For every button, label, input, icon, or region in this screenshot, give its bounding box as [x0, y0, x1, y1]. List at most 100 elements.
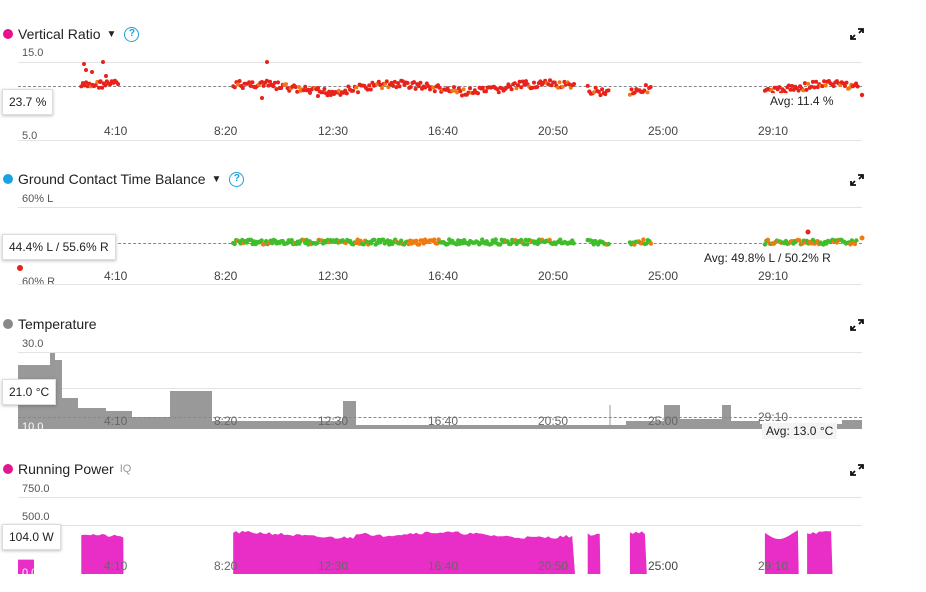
data-point — [108, 82, 113, 87]
x-tick-label: 20:50 — [538, 269, 569, 283]
data-point — [645, 90, 650, 95]
x-tick-label: 4:10 — [104, 269, 128, 283]
data-point — [762, 242, 768, 247]
data-point — [408, 85, 413, 89]
vertical-ratio-plot[interactable] — [0, 0, 926, 148]
gct-balance-title-text: Ground Contact Time Balance — [18, 171, 206, 187]
data-point — [476, 91, 480, 96]
data-point — [432, 237, 437, 242]
data-point — [801, 88, 806, 93]
data-point — [823, 83, 828, 88]
data-point — [632, 90, 637, 95]
data-point — [351, 88, 356, 93]
chevron-down-icon[interactable]: ▼ — [211, 173, 222, 185]
x-tick-label: 8:20 — [214, 124, 238, 138]
gct-balance-plot[interactable] — [0, 148, 926, 293]
help-icon[interactable]: ? — [124, 26, 140, 42]
average-label: Avg: 13.0 °C — [762, 423, 838, 439]
data-point — [17, 265, 23, 271]
average-label: Avg: 11.4 % — [766, 93, 838, 109]
data-point — [517, 79, 522, 84]
help-icon[interactable]: ? — [229, 171, 245, 187]
temperature-bar — [610, 425, 626, 429]
cursor-value-box: 44.4% L / 55.6% R — [2, 234, 116, 260]
data-point — [372, 237, 377, 242]
power-area-segment — [81, 534, 124, 574]
data-point — [250, 80, 255, 85]
data-point — [627, 92, 632, 97]
y-axis-bottom-label: 60% R — [22, 276, 56, 288]
data-point — [279, 86, 284, 90]
data-point — [384, 79, 389, 84]
data-point — [777, 85, 782, 90]
data-point — [265, 60, 269, 64]
grid-line — [18, 284, 862, 285]
running-power-title[interactable]: Running Power IQ — [3, 461, 131, 477]
running-power-plot[interactable] — [0, 438, 926, 592]
temperature-bar — [842, 420, 862, 429]
data-point — [354, 85, 359, 90]
data-point — [452, 85, 456, 90]
gct-balance-title[interactable]: Ground Contact Time Balance ▼ ? — [3, 171, 245, 187]
temperature-bar — [170, 391, 212, 429]
data-point — [414, 238, 419, 243]
data-point — [556, 85, 560, 90]
temperature-bar — [78, 408, 106, 429]
data-point — [810, 79, 815, 84]
data-point — [405, 81, 410, 85]
chevron-down-icon[interactable]: ▼ — [106, 28, 117, 40]
average-label: Avg: 49.8% L / 50.2% R — [700, 250, 835, 266]
data-point — [320, 90, 325, 95]
data-point — [237, 79, 242, 83]
data-point — [399, 238, 404, 243]
temperature-bar — [680, 419, 722, 429]
expand-icon[interactable] — [850, 174, 864, 186]
running-power-panel: Running Power IQ 750.0 500.0 0.0 104.0 W… — [0, 438, 926, 592]
grid-line — [18, 497, 862, 498]
data-point — [397, 84, 402, 89]
data-point — [644, 241, 649, 246]
data-point — [532, 80, 536, 85]
data-point — [365, 87, 370, 92]
temperature-bar — [106, 411, 132, 429]
data-point — [598, 93, 603, 98]
data-point — [264, 78, 269, 83]
expand-icon[interactable] — [850, 319, 864, 331]
data-point — [380, 86, 384, 91]
x-tick-label: 12:30 — [318, 124, 349, 138]
data-point — [392, 79, 397, 84]
data-point — [468, 86, 472, 91]
data-point — [90, 70, 94, 74]
data-point — [859, 235, 865, 241]
data-point — [328, 93, 333, 97]
data-point — [336, 88, 341, 93]
data-point — [82, 83, 87, 88]
gct-balance-panel: Ground Contact Time Balance ▼ ? 60% L 60… — [0, 148, 926, 293]
vertical-ratio-title[interactable]: Vertical Ratio ▼ ? — [3, 26, 140, 42]
data-point — [519, 85, 524, 90]
data-point — [391, 83, 396, 88]
data-point — [558, 237, 563, 242]
data-point — [248, 84, 253, 88]
x-tick-label: 29:10 — [758, 124, 789, 138]
data-point — [426, 84, 431, 89]
y-axis-top-label: 15.0 — [22, 47, 44, 59]
data-point — [514, 86, 519, 91]
expand-icon[interactable] — [850, 464, 864, 476]
data-point — [413, 86, 418, 91]
data-point — [572, 82, 576, 86]
data-point — [648, 85, 653, 89]
data-point — [859, 92, 865, 98]
data-point — [520, 79, 525, 84]
temperature-title[interactable]: Temperature — [3, 316, 97, 332]
data-point — [814, 79, 819, 84]
data-point — [603, 92, 608, 97]
y-axis-bottom-label: 5.0 — [22, 130, 38, 142]
data-point — [535, 85, 540, 89]
expand-icon[interactable] — [850, 28, 864, 40]
data-point — [84, 68, 88, 72]
y-axis-bottom-label: 10.0 — [22, 421, 44, 433]
data-point — [293, 85, 298, 89]
x-tick-label: 25:00 — [648, 559, 679, 573]
running-power-dot — [3, 464, 13, 474]
